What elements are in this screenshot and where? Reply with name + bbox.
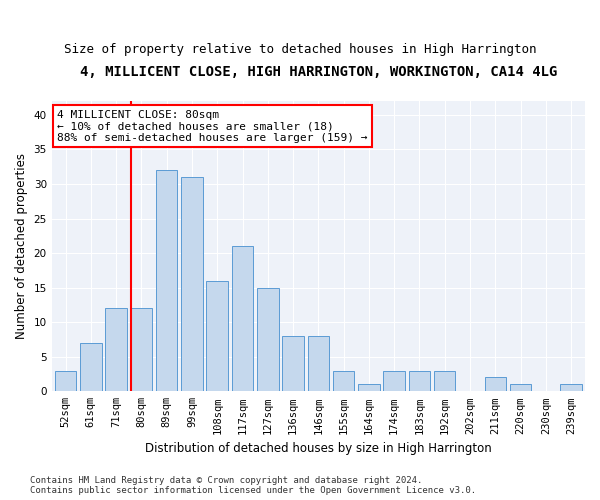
Bar [434,370,455,392]
Bar [510,384,531,392]
Bar [560,384,582,392]
Bar [485,378,506,392]
Bar [333,370,355,392]
Bar [131,308,152,392]
Bar [308,336,329,392]
Bar [106,308,127,392]
Text: Contains HM Land Registry data © Crown copyright and database right 2024.
Contai: Contains HM Land Registry data © Crown c… [30,476,476,495]
Bar [156,170,178,392]
Bar [80,343,101,392]
Bar [409,370,430,392]
Text: 4 MILLICENT CLOSE: 80sqm
← 10% of detached houses are smaller (18)
88% of semi-d: 4 MILLICENT CLOSE: 80sqm ← 10% of detach… [57,110,367,143]
Bar [181,177,203,392]
X-axis label: Distribution of detached houses by size in High Harrington: Distribution of detached houses by size … [145,442,492,455]
Text: Size of property relative to detached houses in High Harrington: Size of property relative to detached ho… [64,42,536,56]
Bar [232,246,253,392]
Bar [358,384,380,392]
Bar [206,280,228,392]
Bar [55,370,76,392]
Y-axis label: Number of detached properties: Number of detached properties [15,153,28,339]
Bar [257,288,278,392]
Title: 4, MILLICENT CLOSE, HIGH HARRINGTON, WORKINGTON, CA14 4LG: 4, MILLICENT CLOSE, HIGH HARRINGTON, WOR… [80,65,557,79]
Bar [383,370,405,392]
Bar [283,336,304,392]
